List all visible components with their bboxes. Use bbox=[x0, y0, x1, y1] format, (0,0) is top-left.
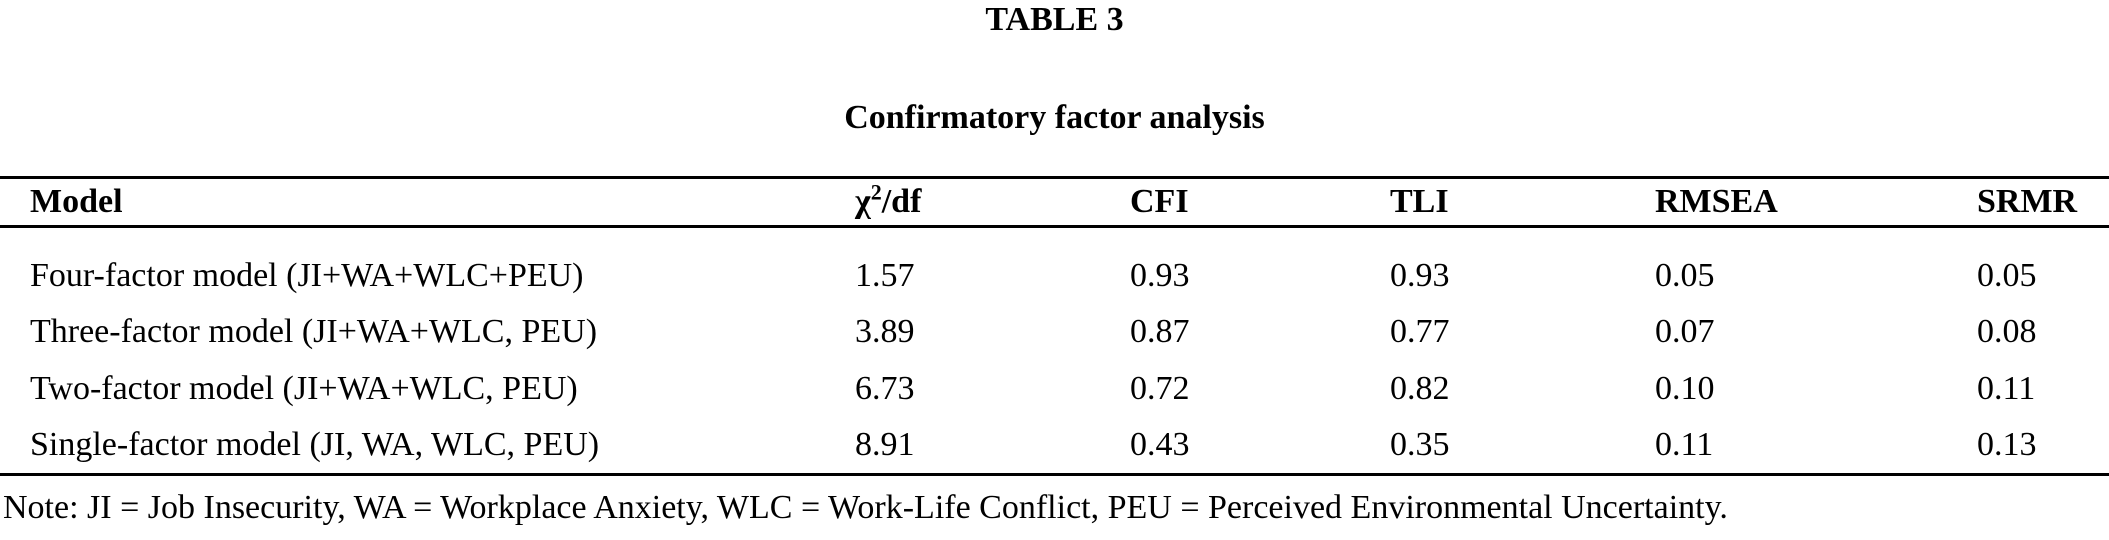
cell-model: Three-factor model (JI+WA+WLC, PEU) bbox=[30, 313, 598, 350]
cell-rmsea: 0.10 bbox=[1655, 370, 1715, 407]
table-label: TABLE 3 bbox=[985, 1, 1124, 38]
column-header-srmr: SRMR bbox=[1977, 183, 2078, 220]
cell-chi2-df: 8.91 bbox=[855, 426, 915, 464]
table-note: Note: JI = Job Insecurity, WA = Workplac… bbox=[3, 489, 1728, 526]
table-header-row: Model χ2/df CFI TLI RMSEA SRMR bbox=[0, 178, 2109, 227]
cell-tli: 0.35 bbox=[1390, 426, 1450, 464]
cell-rmsea: 0.11 bbox=[1655, 426, 1714, 464]
cell-model: Four-factor model (JI+WA+WLC+PEU) bbox=[30, 256, 584, 294]
cell-srmr: 0.11 bbox=[1977, 370, 2036, 407]
column-header-tli: TLI bbox=[1390, 183, 1449, 220]
table-row-three-factor: Three-factor model (JI+WA+WLC, PEU) 3.89… bbox=[0, 304, 2109, 361]
cell-model: Two-factor model (JI+WA+WLC, PEU) bbox=[30, 370, 578, 407]
table-row-two-factor: Two-factor model (JI+WA+WLC, PEU) 6.73 0… bbox=[0, 361, 2109, 418]
chi-rest: /df bbox=[881, 183, 922, 220]
cell-chi2-df: 1.57 bbox=[855, 256, 915, 294]
cell-rmsea: 0.05 bbox=[1655, 256, 1715, 294]
cell-srmr: 0.08 bbox=[1977, 313, 2037, 350]
chi-symbol: χ bbox=[855, 183, 871, 220]
cell-model: Single-factor model (JI, WA, WLC, PEU) bbox=[30, 426, 600, 464]
cell-tli: 0.93 bbox=[1390, 256, 1450, 294]
chi-exponent: 2 bbox=[870, 179, 882, 205]
table-caption: Confirmatory factor analysis bbox=[844, 99, 1265, 136]
column-header-model: Model bbox=[30, 183, 123, 220]
cell-tli: 0.77 bbox=[1390, 313, 1450, 350]
cell-chi2-df: 6.73 bbox=[855, 370, 915, 407]
column-header-chi2-df: χ2/df bbox=[855, 178, 1130, 227]
cell-cfi: 0.93 bbox=[1130, 256, 1190, 294]
cell-cfi: 0.87 bbox=[1130, 313, 1190, 350]
cell-tli: 0.82 bbox=[1390, 370, 1450, 407]
cfa-table: Model χ2/df CFI TLI RMSEA SRMR Four-fact… bbox=[0, 176, 2109, 476]
cell-cfi: 0.72 bbox=[1130, 370, 1190, 407]
column-header-cfi: CFI bbox=[1130, 183, 1189, 220]
table-row-four-factor: Four-factor model (JI+WA+WLC+PEU) 1.57 0… bbox=[0, 227, 2109, 304]
cell-rmsea: 0.07 bbox=[1655, 313, 1715, 350]
cell-chi2-df: 3.89 bbox=[855, 313, 915, 350]
cell-cfi: 0.43 bbox=[1130, 426, 1190, 464]
cell-srmr: 0.05 bbox=[1977, 256, 2037, 294]
table-row-single-factor: Single-factor model (JI, WA, WLC, PEU) 8… bbox=[0, 418, 2109, 475]
cell-srmr: 0.13 bbox=[1977, 426, 2037, 464]
column-header-rmsea: RMSEA bbox=[1655, 183, 1778, 220]
